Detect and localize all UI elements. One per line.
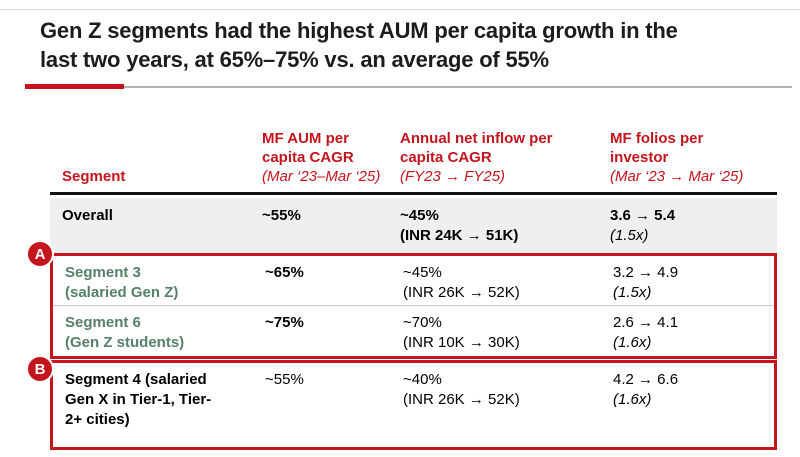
overall-folios: 3.6 → 5.4 (1.5x) [610, 206, 777, 253]
segment4-name: Segment 4 (salaried Gen X in Tier-1, Tie… [65, 371, 212, 428]
column-header-segment: Segment [62, 167, 262, 192]
segment4-folios: 4.2 → 6.6 (1.6x) [613, 370, 780, 447]
column-header-aum-cagr-period: (Mar ‘23–Mar ‘25) [262, 168, 381, 185]
table-row-overall: Overall ~55% ~45% (INR 24K → 51K) 3.6 → … [50, 198, 777, 253]
column-header-inflow-cagr: Annual net inflow per capita CAGR (FY23 … [400, 129, 610, 192]
page-title: Gen Z segments had the highest AUM per c… [40, 18, 678, 72]
segment6-aum-cagr: ~75% [265, 314, 304, 331]
segment6-name: Segment 6 (Gen Z students) [65, 314, 185, 351]
segment4-folios-value: 4.2 → 6.6 [613, 371, 679, 388]
table-row-segment3: Segment 3 (salaried Gen Z) ~65% ~45% (IN… [53, 256, 774, 306]
segment6-folios-multiplier: (1.6x) [613, 334, 652, 351]
segment3-folios: 3.2 → 4.9 (1.5x) [613, 263, 780, 305]
overall-inflow: ~45% (INR 24K → 51K) [400, 207, 519, 244]
overall-aum-cagr: ~55% [262, 207, 301, 224]
title-underline-gray [124, 86, 792, 88]
column-header-segment-label: Segment [62, 168, 126, 185]
column-header-inflow-cagr-label: Annual net inflow per capita CAGR [400, 130, 553, 166]
column-header-folios: MF folios per investor (Mar ‘23 → Mar ‘2… [610, 129, 777, 192]
column-header-folios-period: (Mar ‘23 → Mar ‘25) [610, 168, 744, 185]
badge-b: B [26, 355, 54, 383]
segment4-inflow: ~40% (INR 26K → 52K) [403, 371, 520, 408]
segment6-inflow: ~70% (INR 10K → 30K) [403, 314, 520, 351]
segment4-folios-multiplier: (1.6x) [613, 391, 652, 408]
segment6-folios: 2.6 → 4.1 (1.6x) [613, 313, 780, 356]
segments-table: Segment MF AUM per capita CAGR (Mar ‘23–… [50, 100, 777, 452]
column-header-aum-cagr: MF AUM per capita CAGR (Mar ‘23–Mar ‘25) [262, 129, 400, 192]
overall-segment-name: Overall [62, 207, 113, 224]
overall-folios-value: 3.6 → 5.4 [610, 207, 676, 224]
segment3-aum-cagr: ~65% [265, 264, 304, 281]
overall-folios-multiplier: (1.5x) [610, 227, 649, 244]
table-header-row: Segment MF AUM per capita CAGR (Mar ‘23–… [50, 100, 777, 195]
segment3-name: Segment 3 (salaried Gen Z) [65, 264, 179, 301]
segment6-folios-value: 2.6 → 4.1 [613, 314, 679, 331]
title-underline-red [25, 84, 124, 89]
column-header-inflow-cagr-period: (FY23 → FY25) [400, 168, 506, 185]
top-divider [0, 9, 800, 10]
highlight-box-a: Segment 3 (salaried Gen Z) ~65% ~45% (IN… [50, 253, 777, 359]
table-row-segment6: Segment 6 (Gen Z students) ~75% ~70% (IN… [53, 306, 774, 356]
column-header-folios-label: MF folios per investor [610, 130, 704, 166]
segment3-inflow: ~45% (INR 26K → 52K) [403, 264, 520, 301]
segment3-folios-value: 3.2 → 4.9 [613, 264, 679, 281]
highlight-box-b: Segment 4 (salaried Gen X in Tier-1, Tie… [50, 360, 777, 450]
table-row-segment4: Segment 4 (salaried Gen X in Tier-1, Tie… [53, 363, 774, 447]
segment3-folios-multiplier: (1.5x) [613, 284, 652, 301]
column-header-aum-cagr-label: MF AUM per capita CAGR [262, 130, 354, 166]
segment4-aum-cagr: ~55% [265, 371, 304, 388]
badge-a: A [26, 240, 54, 268]
